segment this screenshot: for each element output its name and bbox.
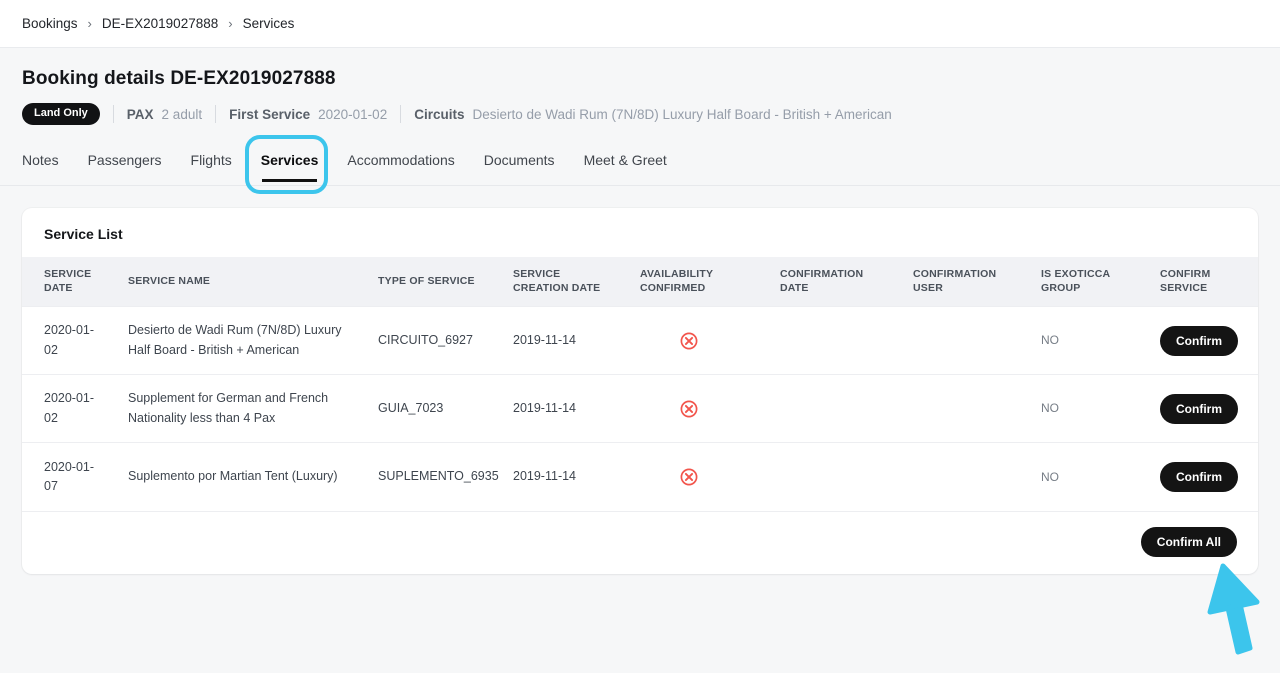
- tab-notes[interactable]: Notes: [22, 152, 59, 168]
- circle-x-icon: [680, 400, 698, 418]
- service-table: SERVICE DATE SERVICE NAME TYPE OF SERVIC…: [22, 257, 1258, 511]
- col-type-of-service: TYPE OF SERVICE: [356, 257, 491, 307]
- col-service-creation-date: SERVICE CREATION DATE: [491, 257, 618, 307]
- cell-confirmation-date: [758, 306, 891, 375]
- circuits-value: Desierto de Wadi Rum (7N/8D) Luxury Half…: [472, 106, 892, 122]
- tab-accommodations[interactable]: Accommodations: [347, 152, 455, 168]
- table-row: 2020-01-07 Suplemento por Martian Tent (…: [22, 442, 1258, 511]
- first-service-label: First Service: [229, 106, 311, 122]
- cell-confirmation-date: [758, 442, 891, 511]
- cell-confirm: Confirm: [1138, 374, 1258, 443]
- confirm-button[interactable]: Confirm: [1160, 462, 1238, 493]
- tab-flights[interactable]: Flights: [190, 152, 232, 168]
- booking-meta-row: Land Only PAX 2 adult First Service 2020…: [22, 103, 1258, 125]
- pax-value: 2 adult: [161, 106, 203, 122]
- circle-x-icon: [680, 468, 698, 486]
- col-service-name: SERVICE NAME: [106, 257, 356, 307]
- col-confirm-service: CONFIRM SERVICE: [1138, 257, 1258, 307]
- breadcrumb-bar: Bookings › DE-EX2019027888 › Services: [0, 0, 1280, 48]
- page-title: Booking details DE-EX2019027888: [22, 68, 336, 89]
- active-tab-underline: [261, 179, 318, 182]
- cell-service-date: 2020-01-07: [22, 442, 106, 511]
- col-service-date: SERVICE DATE: [22, 257, 106, 307]
- cell-service-name: Supplement for German and French Nationa…: [106, 374, 356, 443]
- cell-type-of-service: SUPLEMENTO_6935: [356, 442, 499, 511]
- cell-is-exoticca-group: NO: [1019, 442, 1138, 511]
- confirm-all-button[interactable]: Confirm All: [1140, 526, 1237, 557]
- cell-service-date: 2020-01-02: [22, 374, 106, 443]
- meta-divider: [112, 105, 114, 123]
- cell-service-creation-date: 2019-11-14: [491, 306, 618, 375]
- cell-type-of-service: GUIA_7023: [356, 374, 491, 443]
- pax-label: PAX: [126, 106, 154, 122]
- meta-divider: [400, 105, 402, 123]
- col-availability-confirmed: AVAILABILITY CONFIRMED: [618, 257, 758, 307]
- cell-confirmation-user: [891, 374, 1019, 443]
- cell-confirmation-date: [758, 374, 891, 443]
- first-service-value: 2020-01-02: [318, 106, 388, 122]
- confirm-button[interactable]: Confirm: [1160, 393, 1238, 424]
- tab-services-label: Services: [260, 152, 319, 168]
- breadcrumb-booking-id[interactable]: DE-EX2019027888: [101, 16, 219, 31]
- table-row: 2020-01-02 Supplement for German and Fre…: [22, 374, 1258, 443]
- cell-service-name: Desierto de Wadi Rum (7N/8D) Luxury Half…: [106, 306, 356, 375]
- land-only-badge: Land Only: [22, 103, 100, 125]
- service-list-title: Service List: [44, 226, 123, 242]
- breadcrumb-services[interactable]: Services: [242, 16, 295, 31]
- cell-service-name: Suplemento por Martian Tent (Luxury): [106, 442, 356, 511]
- service-list-card: Service List SERVICE DATE SERVICE NAME T…: [22, 208, 1258, 574]
- cell-availability: [618, 442, 758, 511]
- cell-service-creation-date: 2019-11-14: [491, 374, 618, 443]
- cell-is-exoticca-group: NO: [1019, 306, 1138, 375]
- tab-passengers[interactable]: Passengers: [87, 152, 162, 168]
- col-is-exoticca-group: IS EXOTICCA GROUP: [1019, 257, 1138, 307]
- tab-meet-and-greet[interactable]: Meet & Greet: [583, 152, 667, 168]
- cell-is-exoticca-group: NO: [1019, 374, 1138, 443]
- col-confirmation-user: CONFIRMATION USER: [891, 257, 1019, 307]
- cell-confirmation-user: [891, 306, 1019, 375]
- page-header: Booking details DE-EX2019027888 Land Onl…: [0, 48, 1280, 125]
- tab-services[interactable]: Services: [244, 135, 329, 194]
- circuits-label: Circuits: [414, 106, 465, 122]
- cell-type-of-service: CIRCUITO_6927: [356, 306, 491, 375]
- meta-divider: [215, 105, 217, 123]
- table-row: 2020-01-02 Desierto de Wadi Rum (7N/8D) …: [22, 306, 1258, 375]
- cell-service-date: 2020-01-02: [22, 306, 106, 375]
- cell-confirm: Confirm: [1138, 442, 1258, 511]
- breadcrumb-bookings[interactable]: Bookings: [22, 16, 78, 31]
- cell-service-creation-date: 2019-11-14: [491, 442, 618, 511]
- cursor-arrow-icon: [1207, 563, 1260, 655]
- cell-confirm: Confirm: [1138, 306, 1258, 375]
- tab-documents[interactable]: Documents: [483, 152, 555, 168]
- table-header-row: SERVICE DATE SERVICE NAME TYPE OF SERVIC…: [22, 257, 1258, 307]
- booking-tabs: Notes Passengers Flights Services Accomm…: [0, 135, 1280, 194]
- circle-x-icon: [680, 332, 698, 350]
- cell-confirmation-user: [891, 442, 1019, 511]
- cell-availability: [618, 374, 758, 443]
- breadcrumb-separator: ›: [228, 16, 233, 31]
- card-footer: Confirm All: [22, 510, 1258, 574]
- breadcrumb-separator: ›: [87, 16, 92, 31]
- cell-availability: [618, 306, 758, 375]
- confirm-button[interactable]: Confirm: [1160, 325, 1238, 356]
- col-confirmation-date: CONFIRMATION DATE: [758, 257, 891, 307]
